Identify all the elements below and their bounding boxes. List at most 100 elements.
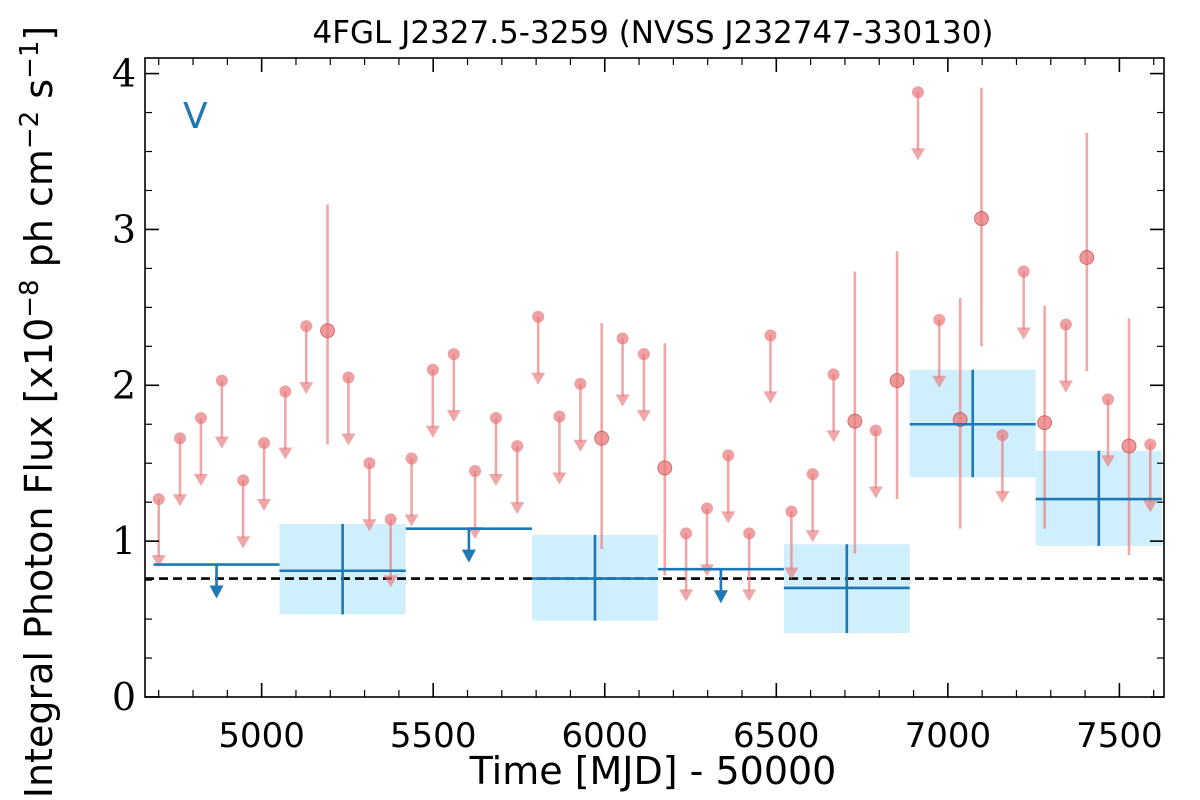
short-bin-upper-limit-marker <box>532 310 545 323</box>
x-tick-label: 7000 <box>905 716 992 756</box>
short-bin-upper-limit-marker <box>363 457 376 470</box>
short-bin-upper-limit-head <box>784 567 799 580</box>
short-bin-upper-limit-head <box>383 575 398 588</box>
short-bin-upper-limit-head <box>1058 380 1073 393</box>
short-bin-upper-limit-marker <box>700 502 713 515</box>
short-bin-upper-limit-head <box>299 382 314 395</box>
short-bin-point <box>847 413 863 429</box>
short-bin-upper-limit-head <box>214 436 229 449</box>
short-bin-upper-limit-marker <box>447 348 460 361</box>
short-bin-upper-limit-head <box>446 410 461 423</box>
short-bin-upper-limit-marker <box>911 86 924 99</box>
short-bin-upper-limit-marker <box>384 513 397 526</box>
short-bin-upper-limit-head <box>805 530 820 543</box>
short-bin-upper-limit-marker <box>469 465 482 478</box>
short-bin-upper-limit-head <box>826 430 841 443</box>
plot-frame <box>144 57 1165 698</box>
short-bin-upper-limit-head <box>193 474 208 487</box>
long-bin-upper-limit-head <box>461 549 476 563</box>
short-bin-upper-limit-head <box>763 391 778 404</box>
short-bin-upper-limit-head <box>552 472 567 485</box>
short-bin-upper-limit-marker <box>237 474 250 487</box>
short-bin-point <box>1079 249 1095 265</box>
short-bin-upper-limit-marker <box>1059 318 1072 331</box>
short-bin-upper-limit-head <box>721 511 736 524</box>
short-bin-upper-limit-head <box>910 148 925 161</box>
short-bin-point <box>594 430 610 446</box>
short-bin-upper-limit-head <box>573 439 588 452</box>
short-bin-upper-limit-marker <box>722 449 735 462</box>
long-bin-upper-limit-head <box>209 585 224 599</box>
short-bin-point <box>973 211 989 227</box>
short-bin-upper-limit-head <box>636 410 651 423</box>
short-bin-upper-limit-marker <box>342 371 355 384</box>
short-bin-point <box>889 373 905 389</box>
long-bin-upper-limit-head <box>713 590 728 604</box>
short-bin-point <box>1121 438 1137 454</box>
short-bin-upper-limit-head <box>404 514 419 527</box>
short-bin-upper-limit-head <box>742 589 757 602</box>
short-bin-upper-limit-head <box>341 433 356 446</box>
short-bin-upper-limit-marker <box>996 429 1009 442</box>
short-bin-upper-limit-marker <box>405 452 418 465</box>
panel-label: V <box>183 96 208 137</box>
short-bin-upper-limit-head <box>362 519 377 532</box>
short-bin-upper-limit-marker <box>300 320 313 333</box>
x-axis-label: Time [MJD] - 50000 <box>469 749 837 793</box>
short-bin-upper-limit-marker <box>785 505 798 518</box>
x-tick-label: 6000 <box>561 716 648 756</box>
short-bin-upper-limit-head <box>236 536 251 549</box>
short-bin-upper-limit-head <box>615 394 630 407</box>
y-axis-label-exp2: −2 <box>15 111 45 149</box>
short-bin-upper-limit-marker <box>637 348 650 361</box>
y-tick-label: 3 <box>112 207 136 251</box>
y-tick-label: 4 <box>112 52 136 96</box>
y-axis-label-mid2: s <box>17 79 61 111</box>
short-bin-point <box>1037 415 1053 431</box>
y-axis-label-suffix: ] <box>17 26 61 41</box>
short-bin-upper-limit-head <box>510 502 525 515</box>
x-tick-label: 5500 <box>390 716 477 756</box>
short-bin-upper-limit-marker <box>806 468 819 481</box>
short-bin-upper-limit-head <box>172 494 187 507</box>
y-axis-label-prefix: Integral Photon Flux [x10 <box>17 318 61 799</box>
short-bin-upper-limit-marker <box>553 410 566 423</box>
short-bin-upper-limit-marker <box>258 436 271 449</box>
short-bin-upper-limit-marker <box>616 332 629 345</box>
y-axis-label-mid1: ph cm <box>17 149 61 279</box>
y-axis-label-exp1: −8 <box>15 279 45 317</box>
x-tick-label: 5000 <box>218 716 305 756</box>
short-bin-upper-limit-marker <box>827 368 840 381</box>
y-tick-label: 0 <box>112 675 136 719</box>
x-tick-label: 6500 <box>733 716 820 756</box>
short-bin-upper-limit-head <box>257 498 272 511</box>
short-bin-upper-limit-head <box>468 527 483 540</box>
short-bin-upper-limit-head <box>932 375 947 388</box>
short-bin-upper-limit-marker <box>1102 393 1115 406</box>
chart-title: 4FGL J2327.5-3259 (NVSS J232747-330130) <box>312 15 993 51</box>
short-bin-point <box>657 460 673 476</box>
short-bin-upper-limit-marker <box>680 527 693 540</box>
short-bin-upper-limit-head <box>679 589 694 602</box>
short-bin-upper-limit-marker <box>574 377 587 390</box>
axis-ticks: 5000 5500 6000 6500 7000 7500 0 1 2 3 4 <box>112 52 1164 756</box>
short-bin-upper-limit-head <box>868 486 883 499</box>
short-bin-upper-limit-marker <box>1017 265 1030 278</box>
short-bin-upper-limit-marker <box>279 385 292 398</box>
short-bin-upper-limit-marker <box>869 424 882 437</box>
short-bin-point <box>320 323 336 339</box>
short-bin-upper-limit-head <box>995 491 1010 504</box>
short-bin-upper-limit-head <box>488 474 503 487</box>
short-bin-upper-limit-head <box>1016 327 1031 340</box>
short-bin-upper-limit-marker <box>1144 438 1157 451</box>
short-bin-upper-limit-head <box>425 425 440 438</box>
short-bin-upper-limit-marker <box>511 440 524 453</box>
short-bin-upper-limit-marker <box>764 329 777 342</box>
x-tick-label: 7500 <box>1076 716 1163 756</box>
short-bin-upper-limit-marker <box>152 493 165 506</box>
short-bin-upper-limit-head <box>151 555 166 568</box>
short-bin-upper-limit-head <box>1143 500 1158 513</box>
short-bin-upper-limit-marker <box>194 412 207 425</box>
short-bin-upper-limit-marker <box>173 432 186 445</box>
